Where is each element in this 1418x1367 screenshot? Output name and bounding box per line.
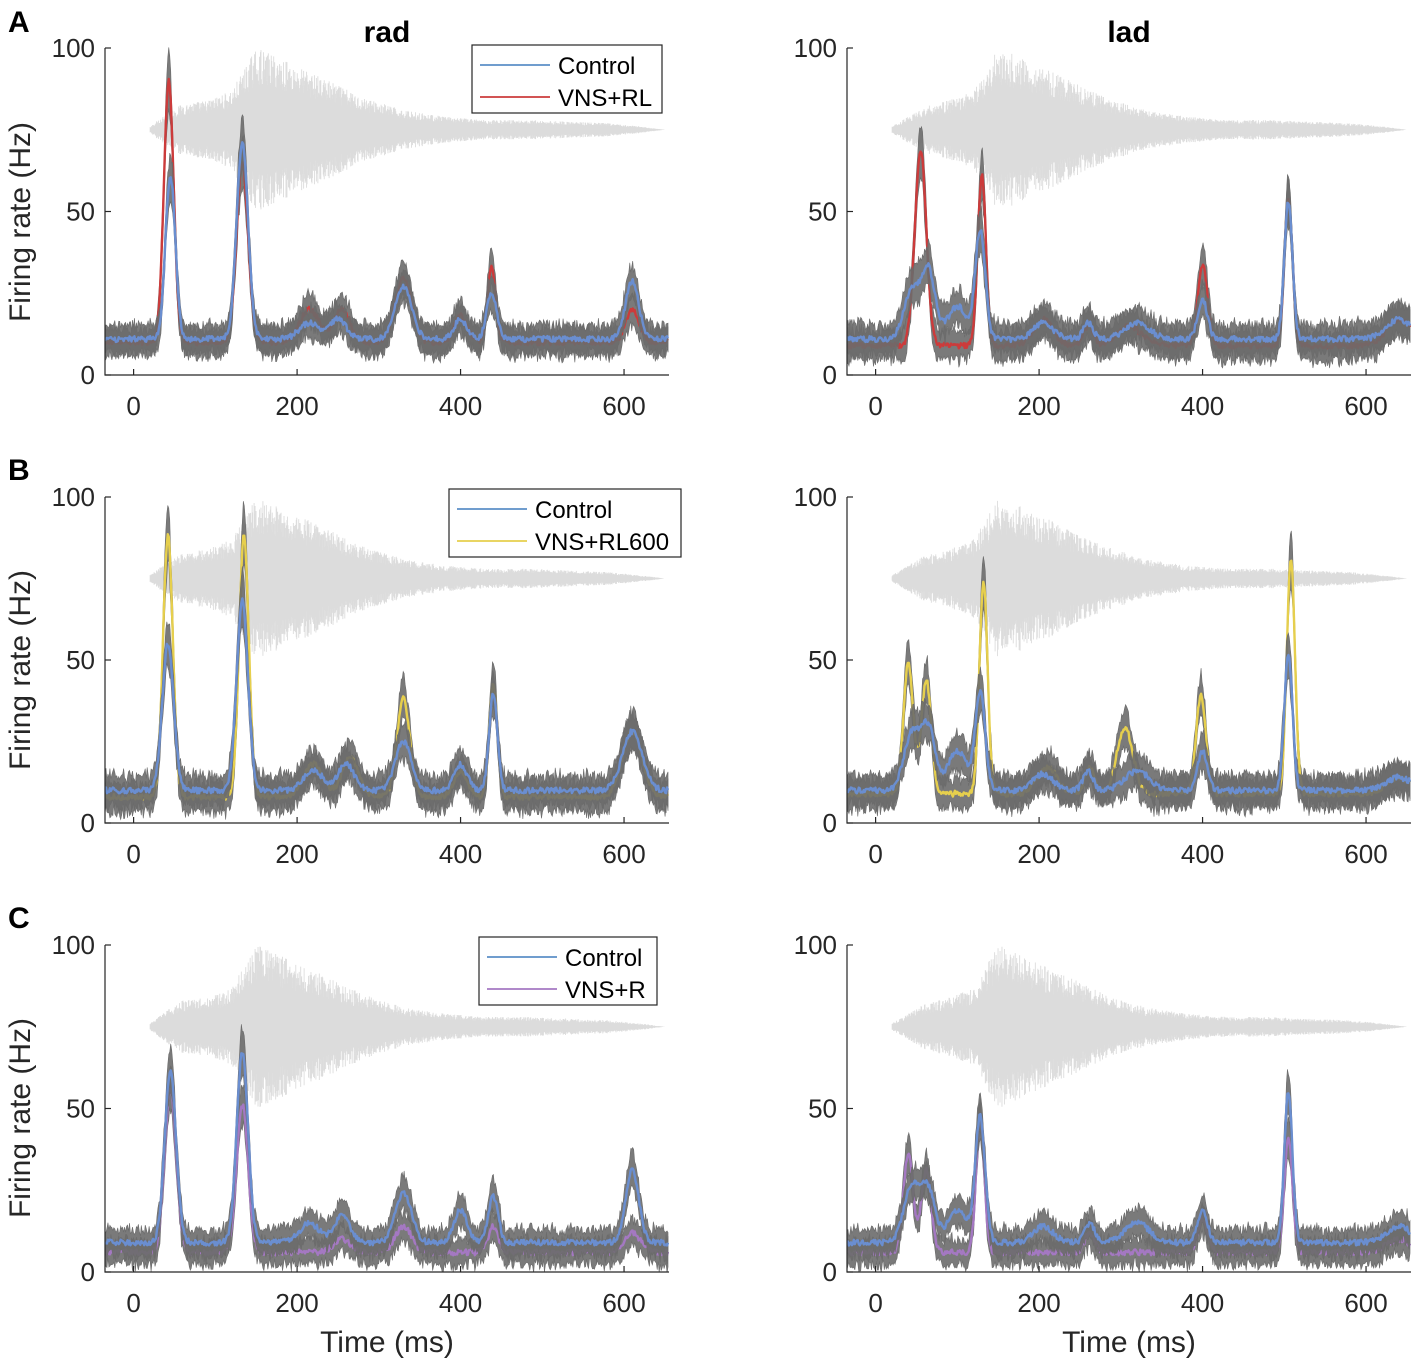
plot-c-lad: 0 200 400 600 0 50 100 — [794, 930, 1411, 1318]
legend-box — [478, 936, 658, 1006]
legend-box — [471, 44, 663, 114]
x-axis-title-rad: Time (ms) — [320, 1326, 454, 1359]
x-tick-label: 600 — [1344, 1288, 1387, 1318]
stimulus-waveform — [891, 946, 1408, 1107]
x-tick-label: 600 — [602, 1288, 645, 1318]
panel-letter-c: C — [8, 902, 30, 935]
x-tick-label: 600 — [1344, 839, 1387, 869]
series-line-control — [105, 1052, 669, 1247]
series-line-control — [847, 1092, 1411, 1247]
y-tick-label: 0 — [81, 1257, 95, 1287]
stimulus-waveform — [891, 500, 1408, 657]
x-tick-label: 600 — [602, 839, 645, 869]
x-tick-label: 0 — [868, 1288, 882, 1318]
series-line-control — [105, 141, 669, 344]
x-tick-label: 200 — [1017, 391, 1060, 421]
legend: Control VNS+RL600 — [448, 488, 682, 558]
x-tick-label: 600 — [1344, 391, 1387, 421]
legend: Control VNS+RL — [471, 44, 663, 114]
panel-letter-a: A — [8, 6, 30, 39]
y-tick-label: 100 — [794, 33, 837, 63]
x-tick-label: 200 — [1017, 1288, 1060, 1318]
y-tick-label: 100 — [52, 33, 95, 63]
y-tick-label: 100 — [52, 482, 95, 512]
legend-label-vns-rl600: VNS+RL600 — [535, 529, 669, 556]
column-title-rad: rad — [364, 16, 411, 49]
x-tick-label: 400 — [439, 839, 482, 869]
plot-area — [847, 53, 1411, 369]
plot-b-lad: 0 200 400 600 0 50 100 — [794, 482, 1411, 869]
y-tick-label: 50 — [808, 197, 837, 227]
plot-c-rad: 0 200 400 600 0 50 100 Control VNS+R — [52, 930, 669, 1318]
x-tick-label: 400 — [1181, 391, 1224, 421]
y-axis-title-row-c: Firing rate (Hz) — [4, 1018, 37, 1218]
y-tick-label: 50 — [66, 645, 95, 675]
x-axis-title-lad: Time (ms) — [1062, 1326, 1196, 1359]
x-tick-label: 400 — [439, 391, 482, 421]
x-tick-label: 200 — [1017, 839, 1060, 869]
y-tick-label: 50 — [808, 1094, 837, 1124]
series-error-band-control — [105, 566, 669, 814]
y-tick-label: 0 — [823, 808, 837, 838]
y-tick-label: 0 — [823, 360, 837, 390]
legend-label-control: Control — [565, 945, 642, 972]
plot-a-rad: 0 200 400 600 0 50 100 Control VNS+RL — [52, 33, 669, 421]
x-tick-label: 0 — [126, 1288, 140, 1318]
x-tick-label: 0 — [126, 839, 140, 869]
legend-box — [448, 488, 682, 558]
plot-area — [847, 946, 1411, 1272]
series-line-control — [847, 201, 1411, 344]
y-tick-label: 0 — [823, 1257, 837, 1287]
y-axis-title-row-a: Firing rate (Hz) — [4, 122, 37, 322]
y-tick-label: 100 — [52, 930, 95, 960]
x-tick-label: 400 — [1181, 839, 1224, 869]
legend: Control VNS+R — [478, 936, 658, 1006]
plot-area — [105, 47, 669, 364]
stimulus-waveform — [149, 946, 666, 1107]
y-tick-label: 50 — [808, 645, 837, 675]
x-tick-label: 400 — [439, 1288, 482, 1318]
stimulus-waveform — [891, 53, 1408, 206]
x-tick-label: 200 — [275, 839, 318, 869]
y-tick-label: 50 — [66, 197, 95, 227]
y-tick-label: 50 — [66, 1094, 95, 1124]
plot-area — [105, 501, 669, 821]
y-tick-label: 100 — [794, 930, 837, 960]
panel-letter-b: B — [8, 454, 30, 487]
x-tick-label: 0 — [868, 391, 882, 421]
series-error-band-control — [847, 1069, 1411, 1264]
x-tick-label: 200 — [275, 1288, 318, 1318]
series-line-control — [105, 597, 669, 795]
x-tick-label: 0 — [126, 391, 140, 421]
legend-label-vns-rl: VNS+RL — [558, 85, 652, 112]
y-tick-label: 100 — [794, 482, 837, 512]
x-tick-label: 200 — [275, 391, 318, 421]
x-tick-label: 400 — [1181, 1288, 1224, 1318]
plot-area — [847, 500, 1411, 818]
plot-area — [105, 946, 669, 1272]
series-error-band-control — [105, 1024, 669, 1265]
plot-a-lad: 0 200 400 600 0 50 100 — [794, 33, 1411, 421]
y-axis-title-row-b: Firing rate (Hz) — [4, 570, 37, 770]
legend-label-control: Control — [535, 497, 612, 524]
stimulus-waveform — [149, 501, 666, 656]
y-tick-label: 0 — [81, 808, 95, 838]
x-tick-label: 0 — [868, 839, 882, 869]
legend-label-vns-r: VNS+R — [565, 977, 646, 1004]
plot-b-rad: 0 200 400 600 0 50 100 Control VNS+RL600 — [52, 482, 682, 869]
series-line-control — [847, 653, 1411, 795]
x-tick-label: 600 — [602, 391, 645, 421]
y-tick-label: 0 — [81, 360, 95, 390]
legend-label-control: Control — [558, 53, 635, 80]
column-title-lad: lad — [1107, 16, 1150, 49]
